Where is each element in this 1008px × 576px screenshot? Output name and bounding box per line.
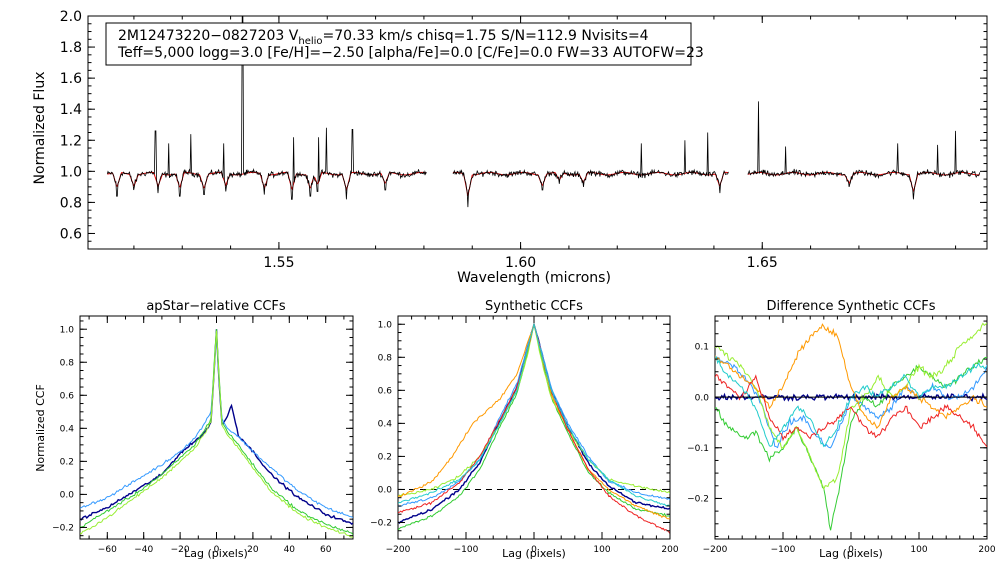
synthetic-ccf-x-tick-label: −200 xyxy=(386,545,411,555)
spectrum-model-segment xyxy=(452,171,729,197)
difference-ccf-x-tick-label: −200 xyxy=(703,545,728,555)
difference-ccf-series-2 xyxy=(715,356,987,449)
synthetic-ccf-x-axis-label: Lag (pixels) xyxy=(502,547,566,560)
synthetic-ccf-y-tick-label: 0.4 xyxy=(378,420,393,430)
synthetic-ccf-y-tick-label: 0.6 xyxy=(378,387,393,397)
difference-ccf-x-axis-label: Lag (pixels) xyxy=(819,547,883,560)
synthetic-ccf-y-axis: −0.2 0.0 0.2 0.4 0.6 0.8 1.0 xyxy=(370,315,670,532)
apstar-ccf-y-tick-label: 1.0 xyxy=(60,325,75,335)
synthetic-ccf-panel: Synthetic CCFs −200 −100 0 100 200 −0.2 0.0 0.… xyxy=(370,299,679,560)
spectrum-annotation-line1: 2M12473220−0827203 Vhelio=70.33 km/s chi… xyxy=(118,28,649,47)
apstar-ccf-series-2 xyxy=(80,332,353,519)
spectrum-observed-segment xyxy=(106,15,427,200)
apstar-ccf-x-axis-label: Lag (pixels) xyxy=(184,547,248,560)
difference-ccf-panel: Difference Synthetic CCFs −200 −100 0 100 20… xyxy=(687,299,996,560)
apstar-ccf-y-tick-label: −0.2 xyxy=(52,524,74,534)
spectrum-y-tick-label: 1.6 xyxy=(60,71,82,87)
synthetic-ccf-y-tick-label: −0.2 xyxy=(370,519,392,529)
spectrum-y-tick-label: 0.8 xyxy=(60,195,82,211)
spectrum-observed-segment xyxy=(452,132,729,208)
spectrum-y-tick-label: 1.0 xyxy=(60,164,82,180)
apstar-ccf-x-tick-label: −20 xyxy=(171,545,190,555)
spectrum-y-tick-label: 1.2 xyxy=(60,133,82,149)
spectrum-x-tick-label: 1.65 xyxy=(747,255,778,271)
spectrum-y-tick-label: 0.6 xyxy=(60,227,82,243)
difference-ccf-series-6 xyxy=(715,373,987,448)
spectrum-y-tick-label: 1.4 xyxy=(60,102,82,118)
apstar-ccf-x-tick-label: 20 xyxy=(247,545,259,555)
apstar-ccf-y-tick-label: 0.4 xyxy=(60,425,75,435)
apstar-ccf-x-tick-label: 0 xyxy=(214,545,220,555)
spectrum-y-tick-label: 1.8 xyxy=(60,40,82,56)
spectrum-annotation-line2: Teff=5,000 logg=3.0 [Fe/H]=−2.50 [alpha/… xyxy=(117,45,704,61)
apstar-ccf-x-tick-label: −40 xyxy=(134,545,153,555)
spectrum-observed-series xyxy=(106,15,981,208)
spectrum-x-tick-label: 1.60 xyxy=(505,255,536,271)
spectrum-y-tick-label: 2.0 xyxy=(60,9,82,25)
difference-ccf-x-tick-label: 100 xyxy=(910,545,927,555)
synthetic-ccf-y-tick-label: 0.8 xyxy=(378,354,393,364)
difference-ccf-x-tick-label: −100 xyxy=(771,545,796,555)
synthetic-ccf-series-6 xyxy=(398,322,670,534)
synthetic-ccf-plot-frame xyxy=(397,315,671,540)
synthetic-ccf-y-tick-label: 0.0 xyxy=(378,486,393,496)
spectrum-x-axis-label: Wavelength (microns) xyxy=(457,270,611,286)
apstar-ccf-y-axis: −0.2 0.0 0.2 0.4 0.6 0.8 1.0 xyxy=(52,320,353,537)
spectrum-annotation-box xyxy=(105,22,692,66)
difference-ccf-series-3 xyxy=(715,356,987,531)
synthetic-ccf-series-4 xyxy=(398,324,670,497)
difference-ccf-y-tick-label: −0.2 xyxy=(687,495,709,505)
apstar-ccf-x-axis: −60 −40 −20 0 20 40 60 xyxy=(88,316,345,555)
apstar-ccf-series-3 xyxy=(80,329,353,536)
difference-ccf-series-4 xyxy=(715,322,987,491)
apstar-ccf-y-tick-label: 0.8 xyxy=(60,358,75,368)
difference-ccf-plot-frame xyxy=(714,315,988,540)
difference-ccf-y-tick-label: 0.0 xyxy=(695,393,710,403)
spectrum-x-tick-label: 1.55 xyxy=(263,255,294,271)
apstar-ccf-y-axis-label: Normalized CCF xyxy=(34,384,47,472)
apstar-ccf-x-tick-label: −60 xyxy=(98,545,117,555)
synthetic-ccf-title: Synthetic CCFs xyxy=(485,299,583,314)
apstar-ccf-y-tick-label: 0.0 xyxy=(60,491,75,501)
spectrum-y-axis: 0.6 0.8 1.0 1.2 1.4 1.6 1.8 2.0 xyxy=(60,9,987,250)
synthetic-ccf-series-1 xyxy=(398,321,670,524)
apstar-ccf-series xyxy=(80,329,353,538)
apstar-ccf-series-1 xyxy=(80,329,353,526)
synthetic-ccf-x-tick-label: 100 xyxy=(593,545,610,555)
apstar-ccf-x-tick-label: 40 xyxy=(284,545,296,555)
difference-ccf-x-axis: −200 −100 0 100 200 xyxy=(703,316,996,555)
synthetic-ccf-series-2 xyxy=(398,322,670,507)
synthetic-ccf-series xyxy=(398,321,670,534)
synthetic-ccf-series-7 xyxy=(398,322,670,507)
spectrum-panel: 1.55 1.60 1.65 0.6 0.8 1.0 1.2 1.4 1.6 1.8 2.0 2M… xyxy=(32,9,988,286)
apstar-ccf-series-4 xyxy=(80,330,353,538)
spectrum-x-axis: 1.55 1.60 1.65 xyxy=(133,16,957,271)
apstar-ccf-y-tick-label: 0.2 xyxy=(60,458,74,468)
apstar-ccf-title: apStar−relative CCFs xyxy=(146,299,286,314)
synthetic-ccf-x-tick-label: 0 xyxy=(531,545,537,555)
difference-ccf-y-tick-label: 0.1 xyxy=(695,343,709,353)
difference-ccf-series-7 xyxy=(715,356,987,448)
spectrum-observed-segment xyxy=(747,101,981,200)
difference-ccf-x-tick-label: 200 xyxy=(978,545,995,555)
apstar-ccf-panel: apStar−relative CCFs −60 −40 −20 0 20 40 60 −0… xyxy=(34,299,354,560)
apstar-ccf-x-tick-label: 60 xyxy=(320,545,332,555)
difference-ccf-y-axis: −0.2 −0.1 0.0 0.1 xyxy=(687,320,987,537)
synthetic-ccf-y-tick-label: 0.2 xyxy=(378,453,392,463)
spectrum-y-axis-label: Normalized Flux xyxy=(32,72,48,185)
synthetic-ccf-x-tick-label: 200 xyxy=(661,545,678,555)
difference-ccf-y-tick-label: −0.1 xyxy=(687,444,709,454)
synthetic-ccf-x-tick-label: −100 xyxy=(454,545,479,555)
synthetic-ccf-x-axis: −200 −100 0 100 200 xyxy=(386,316,679,555)
difference-ccf-x-tick-label: 0 xyxy=(848,545,854,555)
difference-ccf-series xyxy=(715,322,987,531)
apstar-ccf-y-tick-label: 0.6 xyxy=(60,392,75,402)
difference-ccf-title: Difference Synthetic CCFs xyxy=(766,299,935,314)
synthetic-ccf-y-tick-label: 1.0 xyxy=(378,320,393,330)
